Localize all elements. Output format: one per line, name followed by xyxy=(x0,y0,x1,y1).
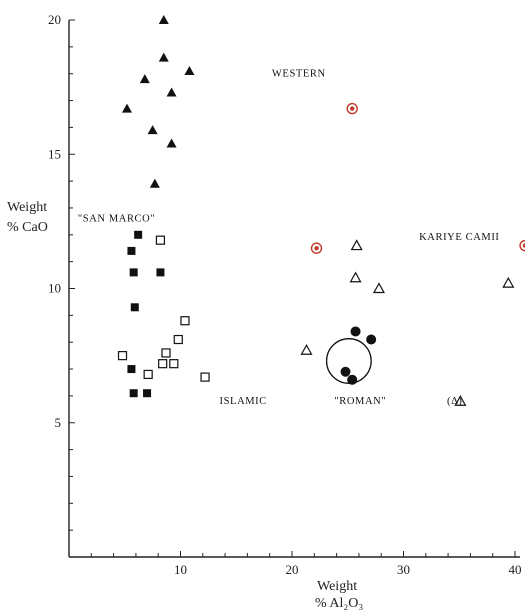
filled-triangle-point xyxy=(166,87,177,97)
filled-square-point xyxy=(130,303,139,312)
group-label-text: WESTERN xyxy=(272,68,326,79)
filled-triangle-point xyxy=(139,74,150,84)
filled-triangle-point xyxy=(121,103,132,113)
ringed-dot-point-center xyxy=(314,246,319,251)
open-square-point xyxy=(117,351,128,361)
open-square-point xyxy=(173,334,183,345)
ringed-dot-point-ring xyxy=(519,239,525,252)
y-tick-label: 20 xyxy=(48,12,61,27)
x-tick-label: 10 xyxy=(174,562,187,577)
filled-triangle-point xyxy=(158,15,169,24)
x-tick-label: 30 xyxy=(397,562,410,577)
filled-square-point xyxy=(127,365,136,374)
group-label-text: KARIYE CAMII xyxy=(419,232,499,243)
open-square-point xyxy=(161,348,171,358)
x-axis-title-line-2: % Al₂O₃ xyxy=(315,596,363,611)
group-label-text: "ROMAN" xyxy=(334,396,386,407)
open-triangle-point xyxy=(350,239,363,251)
ticks: 5 10 15 20 10 20 30 40 xyxy=(48,12,522,577)
filled-triangle-point xyxy=(158,52,169,62)
group-label-text: "SAN MARCO" xyxy=(78,213,155,224)
x-tick-label: 40 xyxy=(509,562,522,577)
x-axis-title-line-1: Weight xyxy=(317,579,357,594)
open-square-point xyxy=(158,359,168,369)
filled-triangle-point xyxy=(147,125,158,135)
filled-triangle-point xyxy=(166,138,177,148)
ringed-dot-point-center xyxy=(522,243,525,248)
filled-square-point xyxy=(156,268,165,277)
group-label-text: ISLAMIC xyxy=(220,396,267,407)
x-tick-label: 20 xyxy=(286,562,299,577)
group-labels: WESTERN "SAN MARCO" KARIYE CAMII ISLAMIC "RO… xyxy=(78,68,499,407)
open-square-point xyxy=(155,235,166,245)
group-label-text: (Δ) xyxy=(447,396,463,407)
y-tick-label: 5 xyxy=(55,415,62,430)
data-marks xyxy=(117,15,525,406)
open-square-point xyxy=(169,359,179,369)
open-triangle-point xyxy=(502,276,515,288)
filled-square-point xyxy=(127,246,136,255)
ringed-dot-point-center xyxy=(350,106,355,111)
axes xyxy=(68,20,520,558)
open-triangle-point xyxy=(300,344,313,355)
y-tick-label: 10 xyxy=(48,281,61,296)
filled-triangle-point xyxy=(184,66,195,76)
open-triangle-point xyxy=(372,282,385,294)
y-axis-title-line-2: % CaO xyxy=(7,220,48,235)
open-square-point xyxy=(180,316,190,326)
filled-circle-point xyxy=(366,334,377,345)
filled-circle-point xyxy=(347,374,358,385)
y-axis-title-line-1: Weight xyxy=(7,200,47,215)
filled-circle-point xyxy=(350,326,361,337)
open-square-point xyxy=(200,372,210,382)
y-tick-label: 15 xyxy=(48,146,61,161)
filled-circle-point xyxy=(340,366,351,377)
filled-square-point xyxy=(134,230,143,239)
open-square-point xyxy=(143,369,153,380)
open-triangle-point xyxy=(454,395,467,406)
filled-square-point xyxy=(129,268,138,277)
open-triangle-point xyxy=(349,271,362,283)
filled-triangle-point xyxy=(149,178,160,188)
filled-square-point xyxy=(143,389,152,398)
filled-square-point xyxy=(129,389,138,398)
